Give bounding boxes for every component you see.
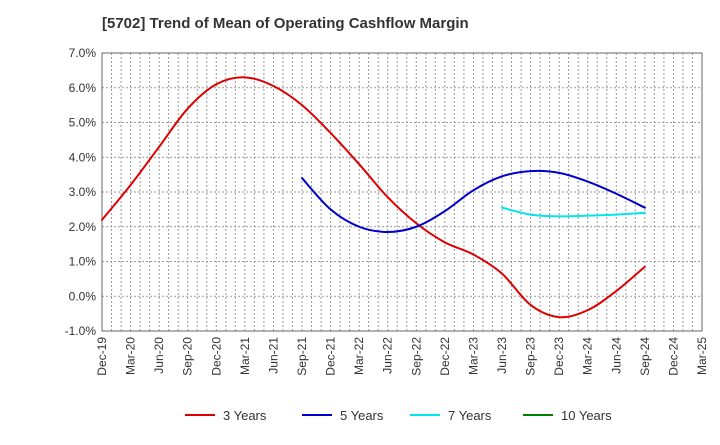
y-tick-label: 2.0%	[69, 220, 97, 234]
x-tick-label: Dec-21	[324, 337, 338, 376]
x-tick-label: Mar-23	[466, 337, 480, 375]
plot-frame	[101, 52, 703, 332]
legend: 3 Years 5 Years 7 Years 10 Years	[185, 408, 612, 423]
y-tick-label: 1.0%	[69, 255, 97, 269]
x-tick-label: Sep-23	[524, 337, 538, 376]
x-tick-label: Jun-23	[495, 337, 509, 374]
legend-label-10-years: 10 Years	[561, 408, 612, 423]
x-tick-label: Sep-24	[638, 337, 652, 376]
x-tick-label: Mar-22	[352, 337, 366, 375]
y-tick-label: -1.0%	[65, 324, 97, 338]
x-tick-label: Dec-23	[552, 337, 566, 376]
x-tick-label: Dec-19	[95, 337, 109, 376]
y-tick-label: 6.0%	[69, 81, 97, 95]
x-tick-label: Jun-21	[266, 337, 280, 374]
x-tick-label: Jun-24	[609, 337, 623, 374]
y-tick-label: 3.0%	[69, 185, 97, 199]
x-tick-label: Jun-20	[152, 337, 166, 374]
y-tick-label: 7.0%	[69, 46, 97, 60]
x-tick-label: Dec-24	[666, 337, 680, 376]
y-tick-label: 5.0%	[69, 116, 97, 130]
x-tick-label: Sep-20	[181, 337, 195, 376]
x-tick-label: Mar-24	[581, 337, 595, 375]
series-line-3-years	[101, 76, 646, 319]
x-tick-label: Dec-20	[209, 337, 223, 376]
series-line-7-years	[501, 206, 646, 218]
x-tick-label: Mar-21	[238, 337, 252, 375]
series-line-5-years	[301, 169, 646, 233]
x-tick-label: Mar-20	[124, 337, 138, 375]
y-tick-label: 0.0%	[69, 289, 97, 303]
x-tick-label: Dec-22	[438, 337, 452, 376]
y-tick-label: 4.0%	[69, 150, 97, 164]
legend-label-3-years: 3 Years	[223, 408, 267, 423]
legend-label-7-years: 7 Years	[448, 408, 492, 423]
x-tick-label: Sep-21	[295, 337, 309, 376]
x-tick-label: Mar-25	[695, 337, 709, 375]
x-tick-label: Jun-22	[381, 337, 395, 374]
chart-title: [5702] Trend of Mean of Operating Cashfl…	[102, 15, 469, 32]
legend-label-5-years: 5 Years	[340, 408, 384, 423]
x-tick-label: Sep-22	[409, 337, 423, 376]
